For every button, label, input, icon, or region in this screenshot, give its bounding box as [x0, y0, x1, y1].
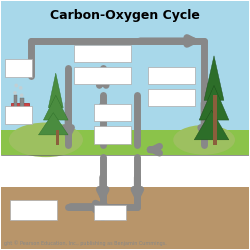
Ellipse shape	[19, 86, 22, 90]
Bar	[56, 130, 60, 145]
Ellipse shape	[173, 125, 235, 155]
FancyBboxPatch shape	[74, 67, 131, 84]
Ellipse shape	[20, 94, 24, 97]
Polygon shape	[44, 95, 68, 120]
FancyBboxPatch shape	[94, 205, 126, 220]
FancyBboxPatch shape	[148, 67, 196, 84]
Ellipse shape	[14, 84, 18, 87]
Bar	[11, 103, 28, 120]
FancyBboxPatch shape	[2, 130, 248, 155]
FancyBboxPatch shape	[2, 187, 248, 248]
Ellipse shape	[9, 122, 83, 157]
Bar	[212, 95, 217, 145]
FancyBboxPatch shape	[74, 45, 131, 62]
Polygon shape	[204, 56, 224, 100]
Ellipse shape	[13, 91, 17, 95]
Polygon shape	[38, 113, 68, 135]
FancyBboxPatch shape	[5, 60, 32, 77]
Text: Carbon-Oxygen Cycle: Carbon-Oxygen Cycle	[50, 9, 200, 22]
Text: ght © Pearson Education, Inc., publishing as Benjamin Cummings.: ght © Pearson Education, Inc., publishin…	[4, 240, 166, 246]
FancyBboxPatch shape	[5, 106, 32, 124]
Polygon shape	[199, 86, 229, 120]
Polygon shape	[194, 110, 229, 140]
FancyBboxPatch shape	[10, 200, 57, 220]
Bar	[14, 95, 18, 108]
Polygon shape	[48, 73, 63, 108]
Bar	[20, 98, 24, 108]
FancyBboxPatch shape	[148, 89, 196, 106]
FancyBboxPatch shape	[94, 126, 131, 144]
FancyBboxPatch shape	[94, 104, 131, 121]
FancyBboxPatch shape	[2, 2, 248, 145]
